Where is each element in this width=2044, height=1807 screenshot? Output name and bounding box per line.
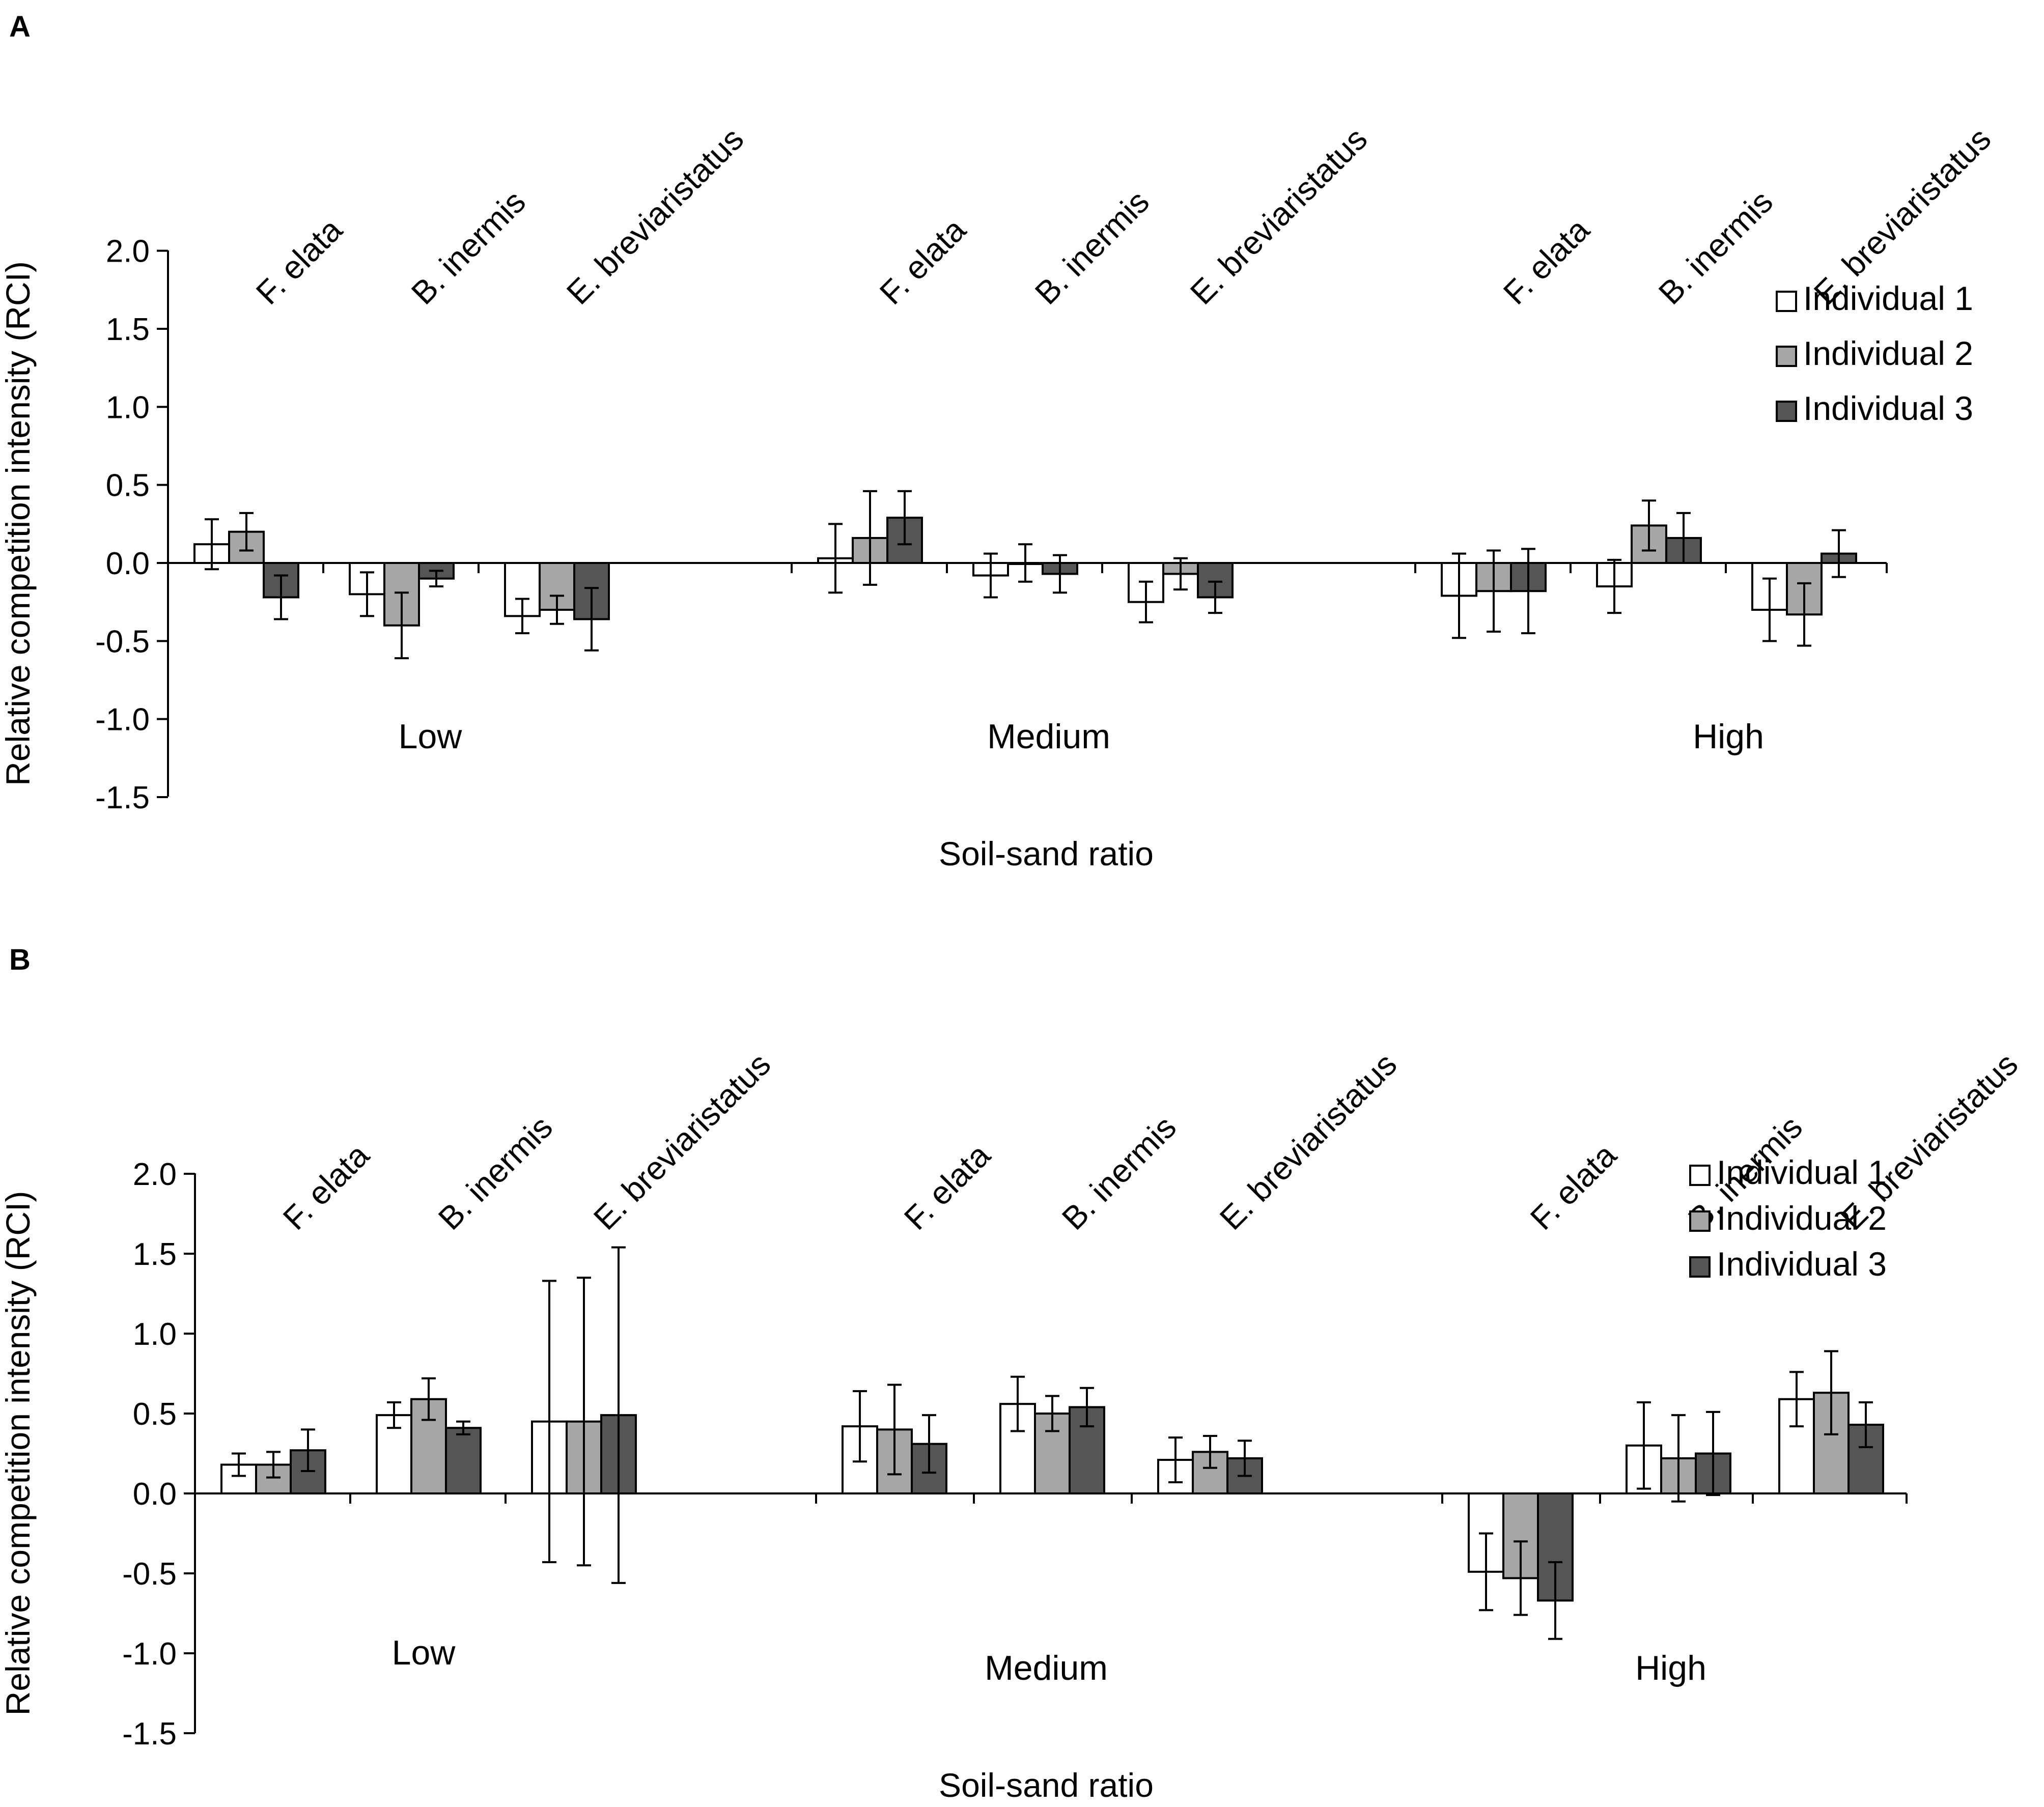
legend-label-3: Individual 3 <box>1717 1245 1887 1283</box>
legend-swatch-1 <box>1689 1165 1711 1186</box>
group-label: Low <box>392 1633 456 1672</box>
category-label: E. breviaristatus <box>1213 1046 1404 1237</box>
panel-label-b: B <box>9 943 31 976</box>
y-tick-label: 1.5 <box>106 312 150 347</box>
category-label: E. breviaristatus <box>559 121 750 312</box>
legend-swatch-2 <box>1776 346 1797 367</box>
legend-swatch-2 <box>1689 1210 1711 1232</box>
y-tick-label: 2.0 <box>106 234 150 269</box>
bar-3 <box>445 1427 482 1495</box>
legend-label-2: Individual 2 <box>1717 1199 1887 1237</box>
group-label: High <box>1693 717 1764 756</box>
y-axis-title: Relative competition intensity (RCI) <box>0 1191 37 1716</box>
y-tick-label: 0.0 <box>106 546 150 581</box>
y-axis-title: Relative competition intensity (RCI) <box>0 261 37 786</box>
category-label: F. elata <box>1523 1137 1623 1237</box>
panel-b: B 2.0 1.5 1.0 0.5 0.0 -0.5 -1.0 -1.5 F. elata B. … <box>0 943 2025 1804</box>
category-label: B. inermis <box>1055 1109 1183 1237</box>
category-label: B. inermis <box>1651 183 1780 312</box>
y-tick-label: 0.0 <box>133 1477 177 1512</box>
category-label: F. elata <box>249 211 349 312</box>
y-tick-label: -1.0 <box>122 1636 177 1672</box>
legend-swatch-1 <box>1776 291 1797 312</box>
group-label: High <box>1635 1649 1706 1687</box>
bar-3 <box>1537 1492 1574 1602</box>
y-tick-label: -1.0 <box>95 702 150 738</box>
group-label: Medium <box>987 717 1110 756</box>
category-label: B. inermis <box>404 183 533 312</box>
y-tick-label: 0.5 <box>106 468 150 503</box>
legend-label-2: Individual 2 <box>1803 334 1973 372</box>
x-axis-title: Soil-sand ratio <box>939 835 1154 872</box>
y-tick-label: 2.0 <box>133 1157 177 1192</box>
legend-swatch-3 <box>1776 401 1797 422</box>
legend-label-1: Individual 1 <box>1803 279 1973 317</box>
legend-label-1: Individual 1 <box>1717 1153 1887 1191</box>
category-label: B. inermis <box>1028 183 1156 312</box>
y-tick-label: -0.5 <box>122 1557 177 1592</box>
category-label: F. elata <box>276 1137 376 1237</box>
legend-label-3: Individual 3 <box>1803 389 1973 427</box>
category-label: E. breviaristatus <box>586 1046 777 1237</box>
category-label: F. elata <box>873 211 973 312</box>
category-label: B. inermis <box>431 1109 559 1237</box>
y-tick-label: 0.5 <box>133 1397 177 1432</box>
category-label: F. elata <box>897 1137 997 1237</box>
group-label: Medium <box>985 1649 1108 1687</box>
y-tick-label: -1.5 <box>95 780 150 815</box>
x-axis-title: Soil-sand ratio <box>939 1766 1154 1804</box>
panel-a: A 2.0 1.5 1.0 0.5 0.0 -0.5 -1.0 -1.5 F. elata B. … <box>0 10 1998 872</box>
y-tick-label: -1.5 <box>122 1716 177 1752</box>
panel-label-a: A <box>9 10 31 43</box>
y-tick-label: 1.5 <box>133 1237 177 1272</box>
y-tick-label: -0.5 <box>95 624 150 659</box>
category-label: F. elata <box>1496 211 1597 312</box>
y-tick-label: 1.0 <box>106 390 150 425</box>
legend-swatch-3 <box>1689 1256 1711 1278</box>
category-label: E. breviaristatus <box>1183 121 1374 312</box>
y-tick-label: 1.0 <box>133 1317 177 1352</box>
group-label: Low <box>399 717 463 756</box>
